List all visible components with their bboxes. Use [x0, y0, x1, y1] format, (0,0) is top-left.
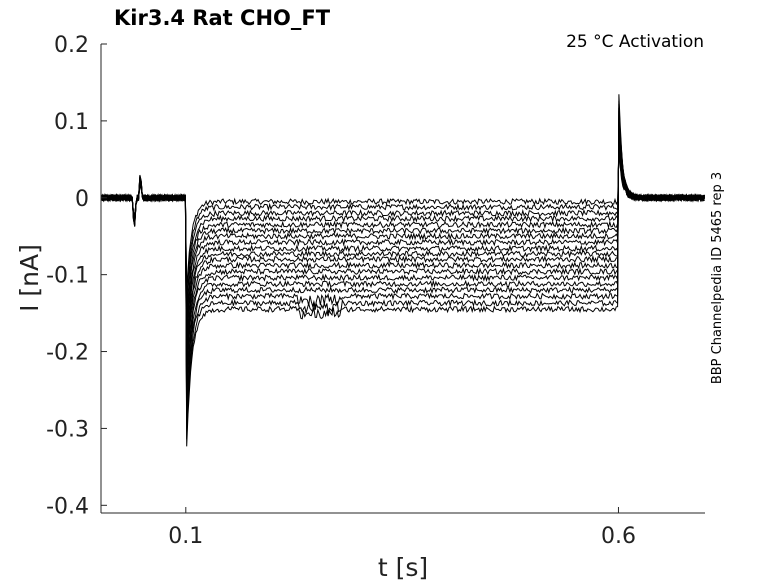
y-tick-label: -0.2	[46, 341, 89, 366]
current-trace	[100, 143, 705, 321]
current-trace	[100, 130, 705, 360]
y-tick-label: -0.3	[46, 417, 89, 442]
y-tick-label: 0.1	[54, 110, 89, 135]
current-trace	[100, 148, 705, 295]
current-trace	[100, 146, 706, 305]
y-axis-label: I [nA]	[15, 244, 44, 312]
plot-area: 0.2 0.1 0 -0.1 -0.2 -0.3 -0.4 0.1 0.6	[46, 33, 706, 549]
current-trace	[100, 151, 705, 288]
current-trace	[100, 133, 705, 348]
current-trace	[100, 122, 705, 377]
current-trace	[100, 125, 706, 367]
current-trace	[100, 100, 706, 440]
current-trace	[100, 107, 705, 417]
current-trace	[101, 142, 706, 315]
y-tick-label: 0	[75, 187, 89, 212]
x-axis-label: t [s]	[378, 553, 428, 582]
current-trace	[100, 107, 706, 412]
y-tick-group: 0.2 0.1 0 -0.1 -0.2 -0.3 -0.4	[46, 33, 107, 519]
chart-title: Kir3.4 Rat CHO_FT	[114, 6, 331, 30]
side-label: BBP Channelpedia ID 5465 rep 3	[710, 172, 725, 384]
current-trace	[100, 134, 706, 343]
y-tick-label: -0.4	[46, 494, 89, 519]
x-tick-label: 0.1	[168, 524, 203, 549]
chart-annotation: 25 °C Activation	[566, 32, 704, 52]
current-trace	[100, 94, 705, 447]
current-trace	[100, 137, 706, 334]
current-trace	[100, 116, 705, 391]
current-trace	[100, 110, 705, 403]
x-tick-group: 0.1 0.6	[168, 507, 636, 549]
y-tick-label: 0.2	[54, 33, 89, 58]
current-trace	[100, 103, 705, 430]
y-tick-label: -0.1	[46, 264, 89, 289]
trace-group	[100, 94, 706, 447]
current-trace	[100, 120, 706, 385]
x-tick-label: 0.6	[601, 524, 636, 549]
